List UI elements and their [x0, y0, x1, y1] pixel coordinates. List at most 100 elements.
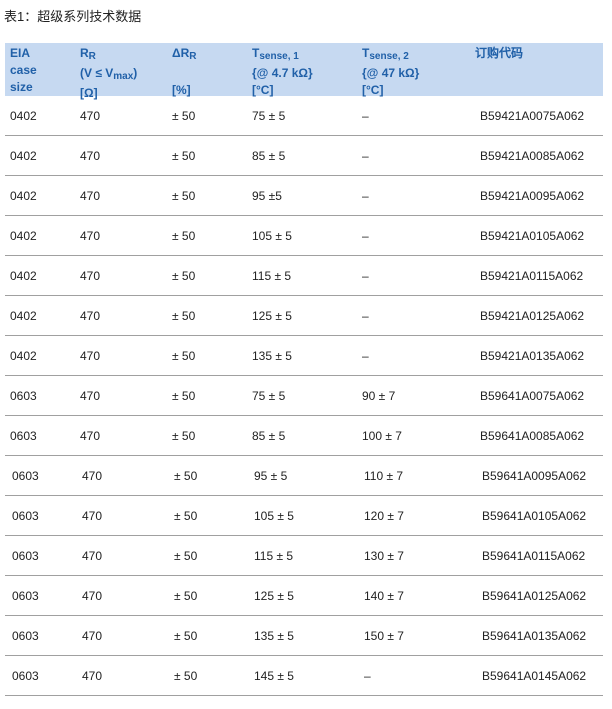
header-unit: [%]: [172, 83, 191, 97]
header-text: T: [362, 46, 370, 60]
cell-case-size: 0603: [10, 429, 37, 443]
cell-resistance: 470: [80, 389, 101, 403]
header-text: ): [133, 66, 138, 80]
cell-resistance: 470: [80, 429, 101, 443]
header-text: (V ≤ Vmax): [80, 65, 137, 85]
header-text: ΔR: [172, 46, 190, 60]
cell-tsense2: 100 ± 7: [362, 429, 402, 443]
cell-resistance: 470: [82, 509, 103, 523]
cell-tolerance: ± 50: [174, 629, 198, 643]
header-sub: max: [113, 71, 134, 82]
cell-tsense2: 150 ± 7: [364, 629, 404, 643]
cell-resistance: 470: [82, 469, 103, 483]
cell-tolerance: ± 50: [172, 269, 196, 283]
table-row: 0603 470 ± 50 125 ± 5 140 ± 7 B59641A0125A062: [5, 576, 603, 616]
cell-tsense1: 145 ± 5: [254, 669, 294, 683]
cell-order-code: B59421A0095A062: [480, 189, 585, 203]
cell-resistance: 470: [80, 229, 101, 243]
header-text: 订购代码: [475, 46, 524, 60]
cell-tsense2: 140 ± 7: [364, 589, 404, 603]
header-text: T: [252, 46, 260, 60]
cell-tsense1: 85 ± 5: [252, 429, 286, 443]
cell-case-size: 0402: [10, 309, 37, 323]
cell-tsense2: –: [362, 189, 369, 203]
cell-resistance: 470: [80, 269, 101, 283]
table-row: 0603 470 ± 50 135 ± 5 150 ± 7 B59641A0135A062: [5, 616, 603, 656]
cell-order-code: B59641A0075A062: [480, 389, 585, 403]
header-text: Tsense, 2: [362, 45, 419, 65]
cell-case-size: 0603: [12, 669, 39, 683]
cell-tsense1: 75 ± 5: [252, 109, 286, 123]
cell-tsense2: –: [362, 109, 369, 123]
cell-order-code: B59421A0115A062: [480, 269, 584, 283]
cell-order-code: B59421A0085A062: [480, 149, 585, 163]
cell-case-size: 0603: [10, 389, 37, 403]
header-unit: [°C]: [362, 83, 384, 97]
cell-resistance: 470: [80, 109, 101, 123]
cell-order-code: B59641A0085A062: [480, 429, 585, 443]
cell-tsense2: –: [362, 229, 369, 243]
cell-resistance: 470: [82, 669, 103, 683]
header-unit: [Ω]: [80, 86, 98, 100]
cell-case-size: 0402: [10, 229, 37, 243]
cell-case-size: 0603: [12, 509, 39, 523]
header-cond: {@ 47 kΩ}: [362, 66, 420, 80]
cell-tsense1: 105 ± 5: [254, 509, 294, 523]
table-row: 0402 470 ± 50 75 ± 5 – B59421A0075A062: [5, 96, 603, 136]
cell-resistance: 470: [80, 309, 101, 323]
cell-tsense1: 95 ± 5: [254, 469, 288, 483]
header-tsense2: Tsense, 2 {@ 47 kΩ} [°C]: [362, 45, 419, 99]
cell-tsense1: 85 ± 5: [252, 149, 286, 163]
table-body: 0402 470 ± 50 75 ± 5 – B59421A0075A062 0402 470…: [5, 96, 603, 696]
cell-order-code: B59421A0135A062: [480, 349, 585, 363]
header-tsense1: Tsense, 1 {@ 4.7 kΩ} [°C]: [252, 45, 313, 99]
table-row: 0603 470 ± 50 85 ± 5 100 ± 7 B59641A0085A062: [5, 416, 603, 456]
header-cond: {@ 4.7 kΩ}: [252, 66, 313, 80]
cell-tsense2: 130 ± 7: [364, 549, 404, 563]
cell-tsense1: 135 ± 5: [252, 349, 292, 363]
cell-tolerance: ± 50: [174, 469, 198, 483]
table-header: EIA case size RR (V ≤ Vmax) [Ω] ΔRR [%] …: [5, 43, 603, 100]
cell-tsense2: –: [362, 349, 369, 363]
cell-tolerance: ± 50: [172, 389, 196, 403]
header-sub: R: [189, 51, 197, 62]
cell-resistance: 470: [80, 189, 101, 203]
cell-order-code: B59641A0125A062: [482, 589, 587, 603]
table-row: 0603 470 ± 50 95 ± 5 110 ± 7 B59641A0095A062: [5, 456, 603, 496]
cell-order-code: B59641A0095A062: [482, 469, 587, 483]
table-row: 0402 470 ± 50 115 ± 5 – B59421A0115A062: [5, 256, 603, 296]
header-sub: sense, 2: [369, 51, 409, 62]
table-row: 0603 470 ± 50 145 ± 5 – B59641A0145A062: [5, 656, 603, 696]
cell-tsense2: –: [362, 149, 369, 163]
cell-tsense1: 135 ± 5: [254, 629, 294, 643]
header-text: size: [10, 80, 33, 94]
cell-resistance: 470: [80, 149, 101, 163]
header-text: ΔRR: [172, 45, 197, 65]
cell-tsense2: 110 ± 7: [364, 469, 404, 483]
cell-tsense2: 90 ± 7: [362, 389, 396, 403]
table-row: 0402 470 ± 50 85 ± 5 – B59421A0085A062: [5, 136, 603, 176]
cell-resistance: 470: [80, 349, 101, 363]
cell-order-code: B59421A0075A062: [480, 109, 585, 123]
cell-tsense2: –: [362, 269, 369, 283]
cell-tolerance: ± 50: [172, 109, 196, 123]
cell-resistance: 470: [82, 629, 103, 643]
cell-tolerance: ± 50: [174, 669, 198, 683]
cell-case-size: 0603: [12, 469, 39, 483]
header-eia-case-size: EIA case size: [10, 45, 37, 96]
cell-tsense1: 115 ± 5: [254, 549, 294, 563]
header-text: EIA: [10, 46, 31, 60]
header-text: case: [10, 63, 37, 77]
table-row: 0603 470 ± 50 105 ± 5 120 ± 7 B59641A0105A062: [5, 496, 603, 536]
cell-order-code: B59641A0135A062: [482, 629, 587, 643]
cell-tsense2: 120 ± 7: [364, 509, 404, 523]
cell-tsense1: 95 ±5: [252, 189, 282, 203]
cell-tolerance: ± 50: [172, 309, 196, 323]
cell-case-size: 0402: [10, 349, 37, 363]
spacer: [172, 65, 197, 82]
header-text: Tsense, 1: [252, 45, 313, 65]
cell-tsense1: 125 ± 5: [254, 589, 294, 603]
cell-tsense1: 125 ± 5: [252, 309, 292, 323]
cell-order-code: B59641A0115A062: [482, 549, 586, 563]
cell-tolerance: ± 50: [174, 509, 198, 523]
